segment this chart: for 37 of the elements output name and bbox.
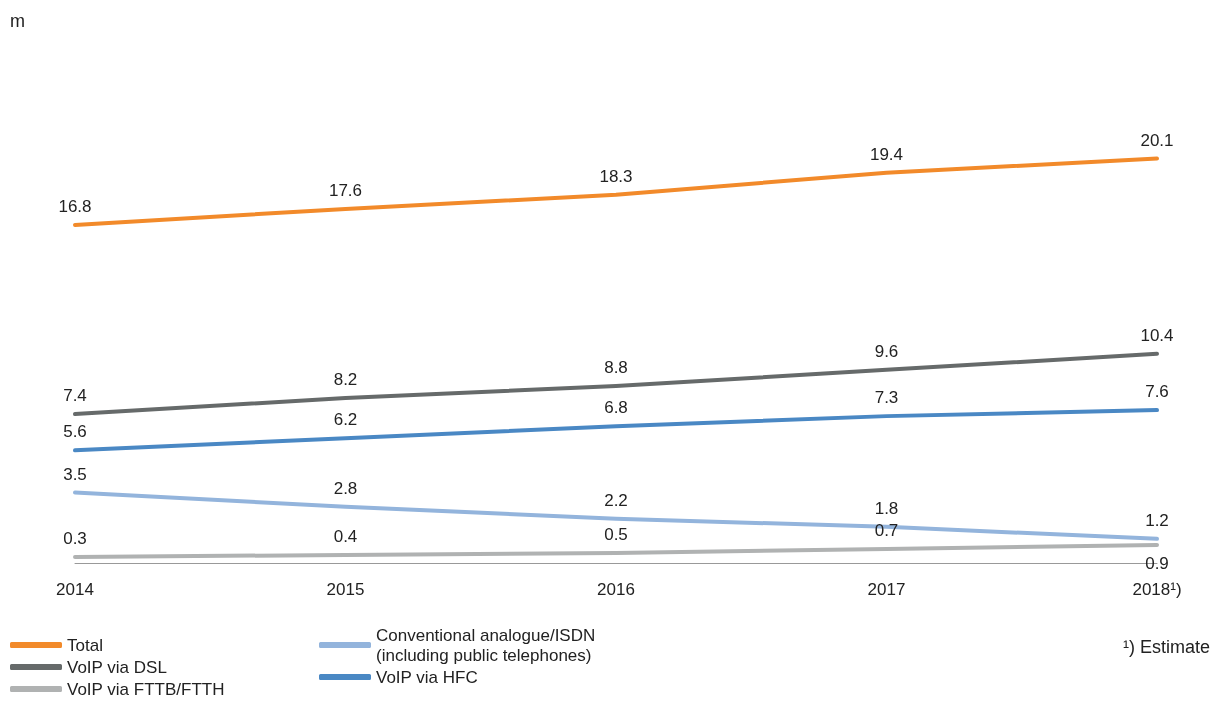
data-label: 0.9 — [1145, 553, 1169, 573]
x-tick-label: 2017 — [867, 580, 906, 599]
data-label: 2.8 — [333, 478, 358, 498]
data-label: 7.4 — [63, 386, 87, 406]
data-label: 7.6 — [1145, 382, 1169, 402]
text: ¹) Estimate — [1122, 637, 1210, 657]
data-label: 19.4 — [869, 144, 904, 164]
data-label: 10.4 — [1140, 325, 1174, 345]
data-label: 6.8 — [604, 398, 628, 418]
data-label: 0.4 — [333, 526, 358, 546]
legend-label: Conventional analogue/ISDN (including public telephones) — [376, 625, 600, 665]
data-label: 9.6 — [874, 341, 899, 361]
legend-label: VoIP via DSL — [67, 657, 167, 677]
data-label: 8.2 — [333, 370, 358, 390]
data-label: 8.8 — [604, 357, 628, 377]
data-label: 3.5 — [63, 464, 87, 484]
x-tick-label: 2016 — [597, 580, 635, 599]
data-label: 1.2 — [1145, 510, 1169, 530]
x-tick-label: 2014 — [56, 580, 94, 599]
text: m — [10, 11, 25, 31]
data-label: 16.8 — [58, 196, 92, 216]
x-tick-label: 2015 — [326, 580, 365, 599]
data-label: 17.6 — [328, 180, 363, 200]
legend-label: Total — [67, 635, 103, 655]
x-tick-label: 2018¹) — [1132, 580, 1182, 599]
legend-label: VoIP via FTTB/FTTH — [67, 679, 225, 699]
data-label: 20.1 — [1140, 130, 1174, 150]
legend-label: VoIP via HFC — [376, 667, 478, 687]
data-label: 1.8 — [874, 498, 899, 518]
data-label: 0.7 — [874, 520, 899, 540]
data-label: 6.2 — [333, 410, 358, 430]
data-label: 5.6 — [63, 422, 87, 442]
data-label: 7.3 — [874, 388, 899, 408]
data-label: 2.2 — [604, 490, 628, 510]
data-label: 18.3 — [599, 166, 633, 186]
data-label: 0.3 — [63, 528, 87, 548]
data-label: 0.5 — [604, 524, 628, 544]
